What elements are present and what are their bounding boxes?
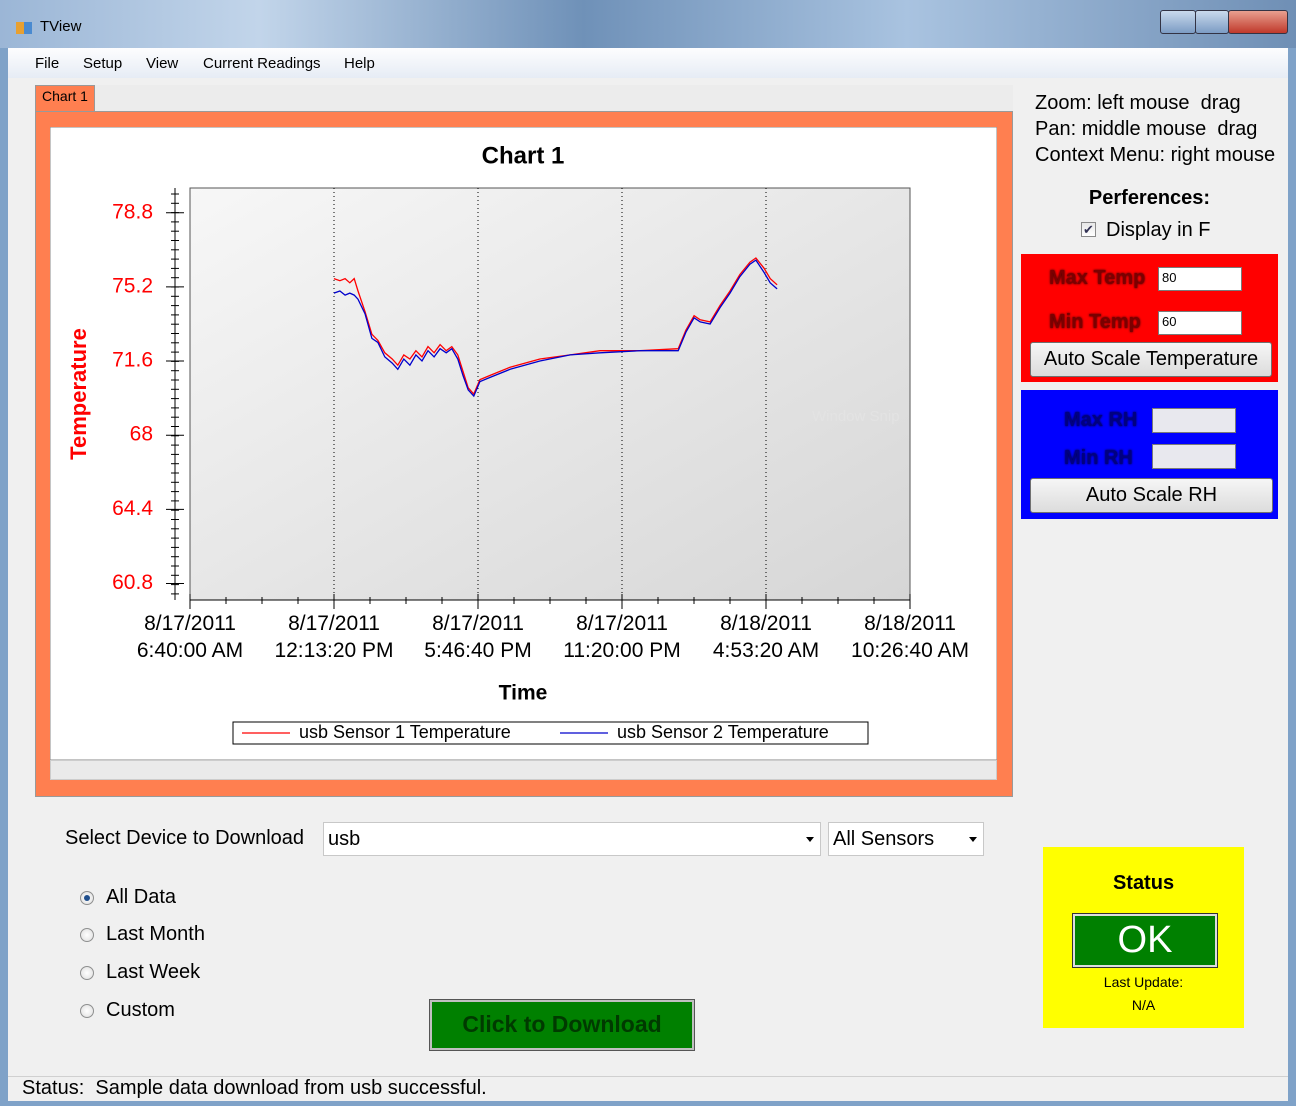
horizontal-scrollbar[interactable] bbox=[50, 760, 997, 780]
radio-label[interactable]: All Data bbox=[106, 886, 177, 908]
radio-button[interactable] bbox=[80, 966, 94, 980]
window-title: TView bbox=[40, 18, 82, 35]
menu-item[interactable]: Current Readings bbox=[203, 55, 321, 72]
help-text: Pan: middle mouse drag bbox=[1035, 118, 1258, 140]
menu-item[interactable]: Help bbox=[344, 55, 375, 72]
last-update-value: N/A bbox=[1131, 997, 1156, 1013]
sensor-value: All Sensors bbox=[833, 828, 935, 850]
title-bar bbox=[0, 0, 1296, 48]
min-temp-label: Min Temp bbox=[1049, 311, 1141, 333]
status-indicator[interactable]: OK bbox=[1072, 913, 1218, 968]
tab[interactable]: Chart 1 bbox=[35, 85, 95, 111]
chart-title: Chart 1 bbox=[482, 142, 565, 169]
max-rh-label: Max RH bbox=[1064, 409, 1138, 431]
x-tick-label: 8/17/2011 6:40:00 AM bbox=[137, 612, 243, 662]
menu-item[interactable]: View bbox=[146, 55, 179, 72]
y-tick-label: 68 bbox=[130, 423, 153, 446]
radio-label[interactable]: Last Month bbox=[106, 923, 205, 945]
legend-label: usb Sensor 2 Temperature bbox=[617, 722, 829, 742]
help-text: Zoom: left mouse drag bbox=[1035, 92, 1241, 114]
status-bar-text: Status: Sample data download from usb su… bbox=[22, 1077, 487, 1099]
download-button[interactable]: Click to Download bbox=[429, 999, 695, 1051]
x-axis-label: Time bbox=[499, 682, 548, 705]
radio-button[interactable] bbox=[80, 1004, 94, 1018]
y-axis-label: Temperature bbox=[66, 328, 91, 460]
series-line bbox=[333, 259, 778, 398]
x-tick-label: 8/17/2011 12:13:20 PM bbox=[274, 612, 393, 662]
app-icon bbox=[16, 22, 32, 34]
radio-label[interactable]: Custom bbox=[106, 999, 175, 1021]
maximize-button[interactable] bbox=[1195, 10, 1229, 34]
auto-scale-rh-button[interactable]: Auto Scale RH bbox=[1030, 478, 1273, 513]
x-tick-label: 8/17/2011 5:46:40 PM bbox=[424, 612, 531, 662]
x-tick-label: 8/18/2011 10:26:40 AM bbox=[851, 612, 969, 662]
legend-label: usb Sensor 1 Temperature bbox=[299, 722, 511, 742]
menu-item[interactable]: File bbox=[35, 55, 60, 72]
min-rh-input[interactable] bbox=[1152, 444, 1236, 469]
device-label: Select Device to Download bbox=[65, 827, 305, 849]
max-rh-input[interactable] bbox=[1152, 408, 1236, 433]
help-text: Context Menu: right mouse bbox=[1035, 144, 1276, 166]
x-tick-label: 8/18/2011 4:53:20 AM bbox=[713, 612, 819, 662]
auto-scale-temperature-button[interactable]: Auto Scale Temperature bbox=[1030, 342, 1272, 377]
x-tick-label: 8/17/2011 11:20:00 PM bbox=[563, 612, 681, 662]
sensor-combobox[interactable]: All Sensors bbox=[828, 822, 984, 856]
overlay-text: Window Snip bbox=[812, 408, 900, 425]
y-tick-label: 64.4 bbox=[112, 497, 153, 520]
radio-button[interactable] bbox=[80, 928, 94, 942]
checkbox-label[interactable]: Display in F bbox=[1106, 219, 1211, 241]
status-bar bbox=[8, 1076, 1288, 1101]
y-tick-label: 75.2 bbox=[112, 274, 153, 297]
tab-strip bbox=[35, 85, 1013, 112]
y-tick-label: 60.8 bbox=[112, 571, 153, 594]
legend-box bbox=[232, 721, 869, 745]
minimize-button[interactable] bbox=[1160, 10, 1196, 34]
max-temp-input[interactable]: 80 bbox=[1158, 267, 1242, 291]
preferences-title: Perferences: bbox=[1088, 187, 1211, 209]
max-temp-label: Max Temp bbox=[1049, 267, 1146, 289]
y-tick-label: 78.8 bbox=[112, 200, 153, 223]
device-value: usb bbox=[328, 828, 361, 850]
last-update-label: Last Update: bbox=[1103, 974, 1184, 990]
close-button[interactable] bbox=[1228, 10, 1288, 34]
y-tick-label: 71.6 bbox=[112, 349, 153, 372]
plot-area bbox=[189, 187, 911, 601]
menu-item[interactable]: Setup bbox=[83, 55, 123, 72]
status-title: Status bbox=[1112, 872, 1175, 894]
radio-button[interactable] bbox=[80, 891, 94, 905]
chart: Chart 1 Time Temperature 60.8 64.4 68 71.6 7… bbox=[50, 127, 997, 760]
min-temp-input[interactable]: 60 bbox=[1158, 311, 1242, 335]
device-combobox[interactable]: usb bbox=[323, 822, 821, 856]
radio-label[interactable]: Last Week bbox=[106, 961, 201, 983]
series-line bbox=[333, 257, 778, 396]
min-rh-label: Min RH bbox=[1064, 447, 1133, 469]
checkbox[interactable]: ✔ bbox=[1081, 222, 1096, 237]
menu-bar bbox=[8, 48, 1288, 78]
